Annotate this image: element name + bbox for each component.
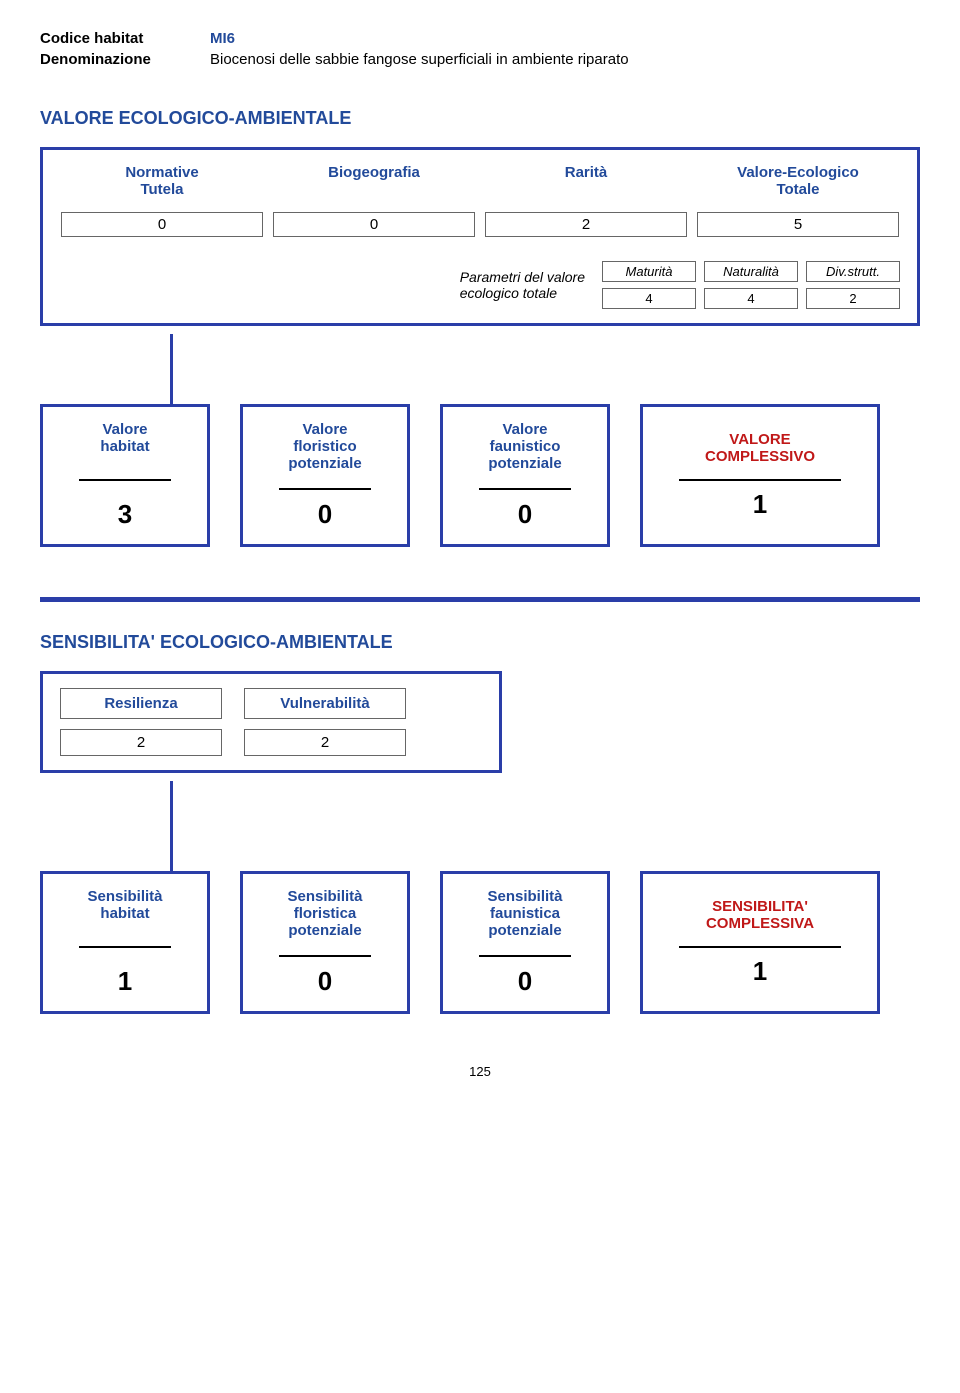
header-name-value: Biocenosi delle sabbie fangose superfici… [210,51,629,68]
box-val-valore-faunistico: 0 [459,499,591,530]
divider [479,955,571,957]
box-sensibilita-faunistica: Sensibilità faunistica potenziale 0 [440,871,610,1014]
header-name-row: Denominazione Biocenosi delle sabbie fan… [40,51,920,68]
divider [679,479,841,481]
box-val-valore-complessivo: 1 [659,489,861,520]
box-val-sens-habitat: 1 [59,966,191,997]
divider [279,955,371,957]
col-head-rarita: Rarità [485,164,687,198]
divider [479,488,571,490]
divider [679,946,841,948]
box-valore-floristico: Valore floristico potenziale 0 [240,404,410,547]
header-name-label: Denominazione [40,51,210,68]
section1-col-headers: Normative Tutela Biogeografia Rarità Val… [61,164,899,198]
section1-col-values: 0 0 2 5 [61,212,899,237]
box-valore-habitat: Valore habitat 3 [40,404,210,547]
box-val-valore-habitat: 3 [59,499,191,530]
val-valore-totale: 5 [697,212,899,237]
val-biogeografia: 0 [273,212,475,237]
divider [79,479,171,481]
col-resilienza: Resilienza 2 [61,688,221,756]
box-title-sens-habitat: Sensibilità habitat [59,888,191,922]
divider [279,488,371,490]
section2-boxes: Sensibilità habitat 1 Sensibilità floris… [40,871,920,1014]
box-title-valore-complessivo: VALORE COMPLESSIVO [659,431,861,465]
section1-boxes: Valore habitat 3 Valore floristico poten… [40,404,920,547]
box-val-valore-floristico: 0 [259,499,391,530]
val-normative: 0 [61,212,263,237]
col-head-normative: Normative Tutela [61,164,263,198]
col-head-valore-totale: Valore-Ecologico Totale [697,164,899,198]
box-sensibilita-complessiva: SENSIBILITA' COMPLESSIVA 1 [640,871,880,1014]
param-head-naturalita: Naturalità [704,261,798,282]
box-title-valore-habitat: Valore habitat [59,421,191,455]
val-rarita: 2 [485,212,687,237]
box-title-valore-floristico: Valore floristico potenziale [259,421,391,472]
header-code-value: MI6 [210,30,235,47]
col-val-vulnerabilita: 2 [244,729,406,756]
box-valore-complessivo: VALORE COMPLESSIVO 1 [640,404,880,547]
section2-top-panel: Resilienza 2 Vulnerabilità 2 [40,671,502,773]
col-val-resilienza: 2 [60,729,222,756]
box-title-valore-faunistico: Valore faunistico potenziale [459,421,591,472]
header-code-row: Codice habitat MI6 [40,30,920,47]
section1-param-row: Parametri del valore ecologico totale Ma… [61,261,899,309]
param-label: Parametri del valore ecologico totale [460,269,593,301]
section-divider [40,597,920,602]
param-head-divstrutt: Div.strutt. [806,261,900,282]
box-val-sens-complessiva: 1 [659,956,861,987]
divider [79,946,171,948]
col-head-vulnerabilita: Vulnerabilità [244,688,406,719]
col-vulnerabilita: Vulnerabilità 2 [245,688,405,756]
connector-line-1 [170,334,173,404]
box-sensibilita-habitat: Sensibilità habitat 1 [40,871,210,1014]
param-val-maturita: 4 [602,288,696,309]
param-col-maturita: Maturità 4 [603,261,695,309]
page-number: 125 [40,1064,920,1079]
box-title-sens-faunistica: Sensibilità faunistica potenziale [459,888,591,939]
section1-top-panel: Normative Tutela Biogeografia Rarità Val… [40,147,920,326]
box-sensibilita-floristica: Sensibilità floristica potenziale 0 [240,871,410,1014]
connector-line-2 [170,781,173,871]
param-val-naturalita: 4 [704,288,798,309]
section1-title: VALORE ECOLOGICO-AMBIENTALE [40,108,920,129]
section2-cols: Resilienza 2 Vulnerabilità 2 [61,688,481,756]
param-head-maturita: Maturità [602,261,696,282]
box-val-sens-floristica: 0 [259,966,391,997]
box-title-sens-floristica: Sensibilità floristica potenziale [259,888,391,939]
col-head-biogeografia: Biogeografia [273,164,475,198]
col-head-resilienza: Resilienza [60,688,222,719]
header-code-label: Codice habitat [40,30,210,47]
box-title-sens-complessiva: SENSIBILITA' COMPLESSIVA [659,898,861,932]
param-col-naturalita: Naturalità 4 [705,261,797,309]
section2-title: SENSIBILITA' ECOLOGICO-AMBIENTALE [40,632,920,653]
param-val-divstrutt: 2 [806,288,900,309]
param-col-divstrutt: Div.strutt. 2 [807,261,899,309]
box-val-sens-faunistica: 0 [459,966,591,997]
box-valore-faunistico: Valore faunistico potenziale 0 [440,404,610,547]
